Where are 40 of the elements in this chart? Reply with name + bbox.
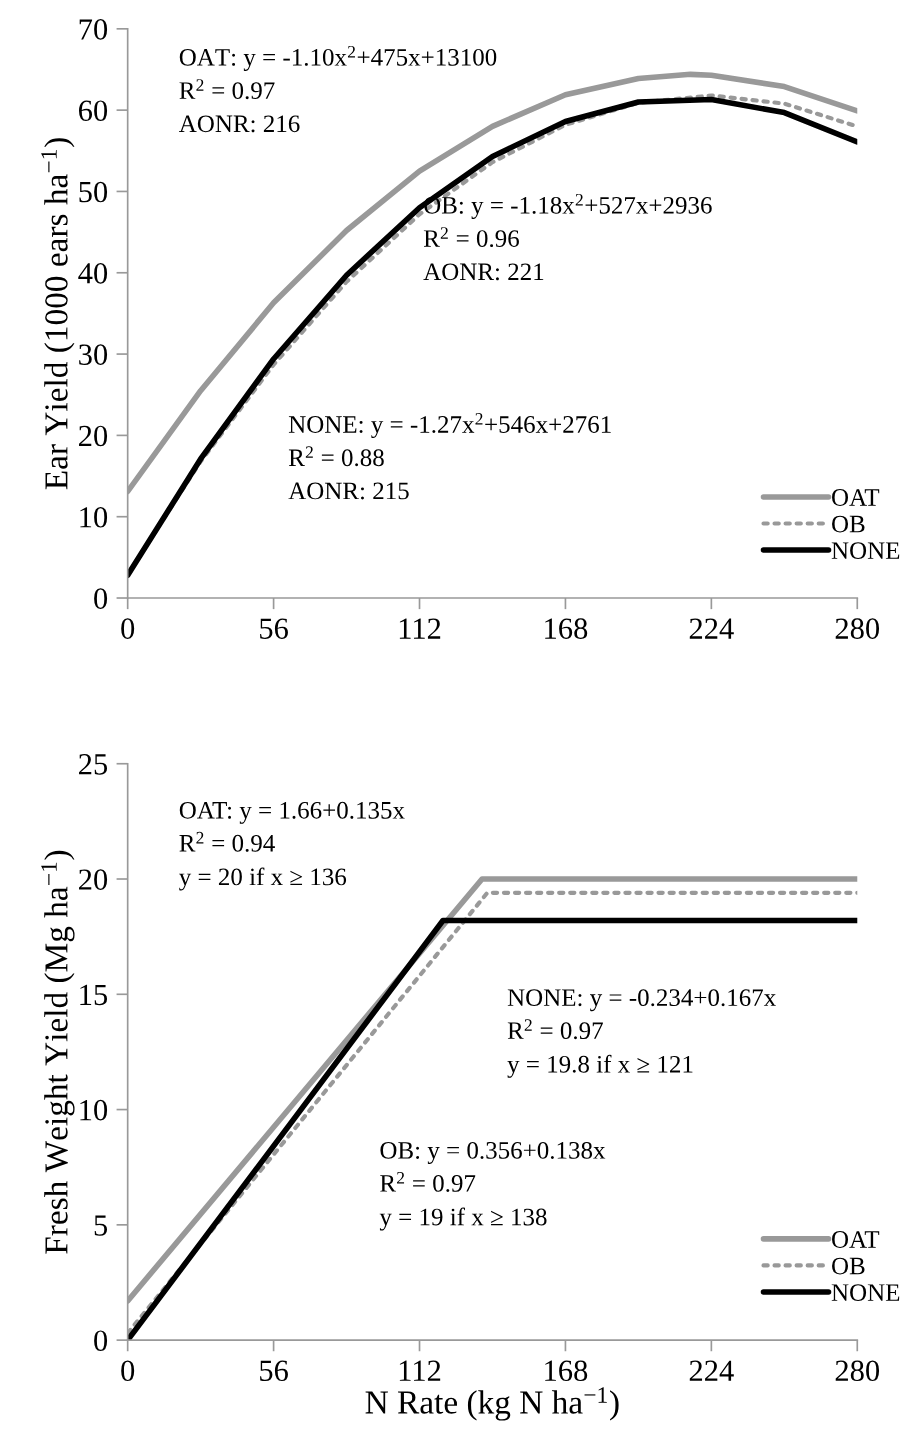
y-tick-label: 10 [80, 1099, 108, 1121]
y-axis-title: Fresh Weight Yield (Mg ha$^{−1}$) [41, 850, 75, 1254]
x-tick-label: 0 [121, 1360, 135, 1382]
y-tick-label: 40 [78, 263, 108, 284]
x-tick-label: 112 [399, 618, 441, 639]
y-tick-label: 70 [79, 19, 108, 40]
y-tick-label: 20 [79, 425, 108, 447]
y-tick-label: 10 [80, 506, 108, 528]
x-tick-label: 224 [689, 1360, 734, 1381]
x-tick-label: 168 [545, 618, 588, 639]
legend-label: NONE [831, 1284, 900, 1302]
y-tick-label: 0 [94, 1330, 108, 1352]
text: NONE: y = -1.27x$^{2}$+546x+2761 R$^{2}$ = 0.88 AONR: 215 [288, 413, 611, 500]
legend-label: OAT [832, 1231, 880, 1248]
x-tick-label: 56 [260, 618, 288, 639]
x-tick-label: 56 [260, 1360, 288, 1382]
y-tick-label: 30 [79, 344, 108, 365]
y-tick-label: 5 [94, 1215, 108, 1236]
y-tick-label: 15 [80, 984, 108, 1006]
y-tick-label: 20 [79, 869, 108, 890]
annotation: NONE: y = -0.234+0.167x R$^{2}$ = 0.97 y = 19.8 if x ≥ 121 [507, 989, 776, 1078]
x-tick-label: 280 [835, 618, 880, 639]
text: OAT: y = -1.10x$^{2}$+475x+13100 R$^{2}$ = 0.97 AONR: 216 [179, 45, 497, 133]
legend-label: OAT [832, 489, 880, 506]
x-axis-title: N Rate (kg N ha$^{−1}$) [365, 1387, 619, 1421]
y-axis-title: Ear Yield (1000 ears ha$^{−1}$) [41, 138, 75, 490]
x-tick-label: 0 [121, 618, 135, 639]
x-tick-label: 280 [835, 1360, 880, 1382]
annotation: OAT: y = 1.66+0.135x R$^{2}$ = 0.94 y = 20 if x ≥ 136 [179, 801, 405, 891]
x-tick-label: 224 [689, 618, 734, 639]
x-tick-label: 168 [545, 1360, 588, 1382]
legend-label: OB [832, 1257, 865, 1275]
y-tick-label: 60 [78, 100, 108, 122]
y-tick-label: 25 [79, 754, 108, 775]
y-tick-label: 0 [94, 588, 108, 609]
x-tick-label: 112 [399, 1360, 441, 1381]
annotation: OB: y = 0.356+0.138x R$^{2}$ = 0.97 y = 19 if x ≥ 138 [379, 1141, 606, 1231]
y-tick-label: 50 [79, 181, 108, 203]
legend-label: NONE [831, 542, 900, 560]
legend-label: OB [832, 515, 865, 533]
